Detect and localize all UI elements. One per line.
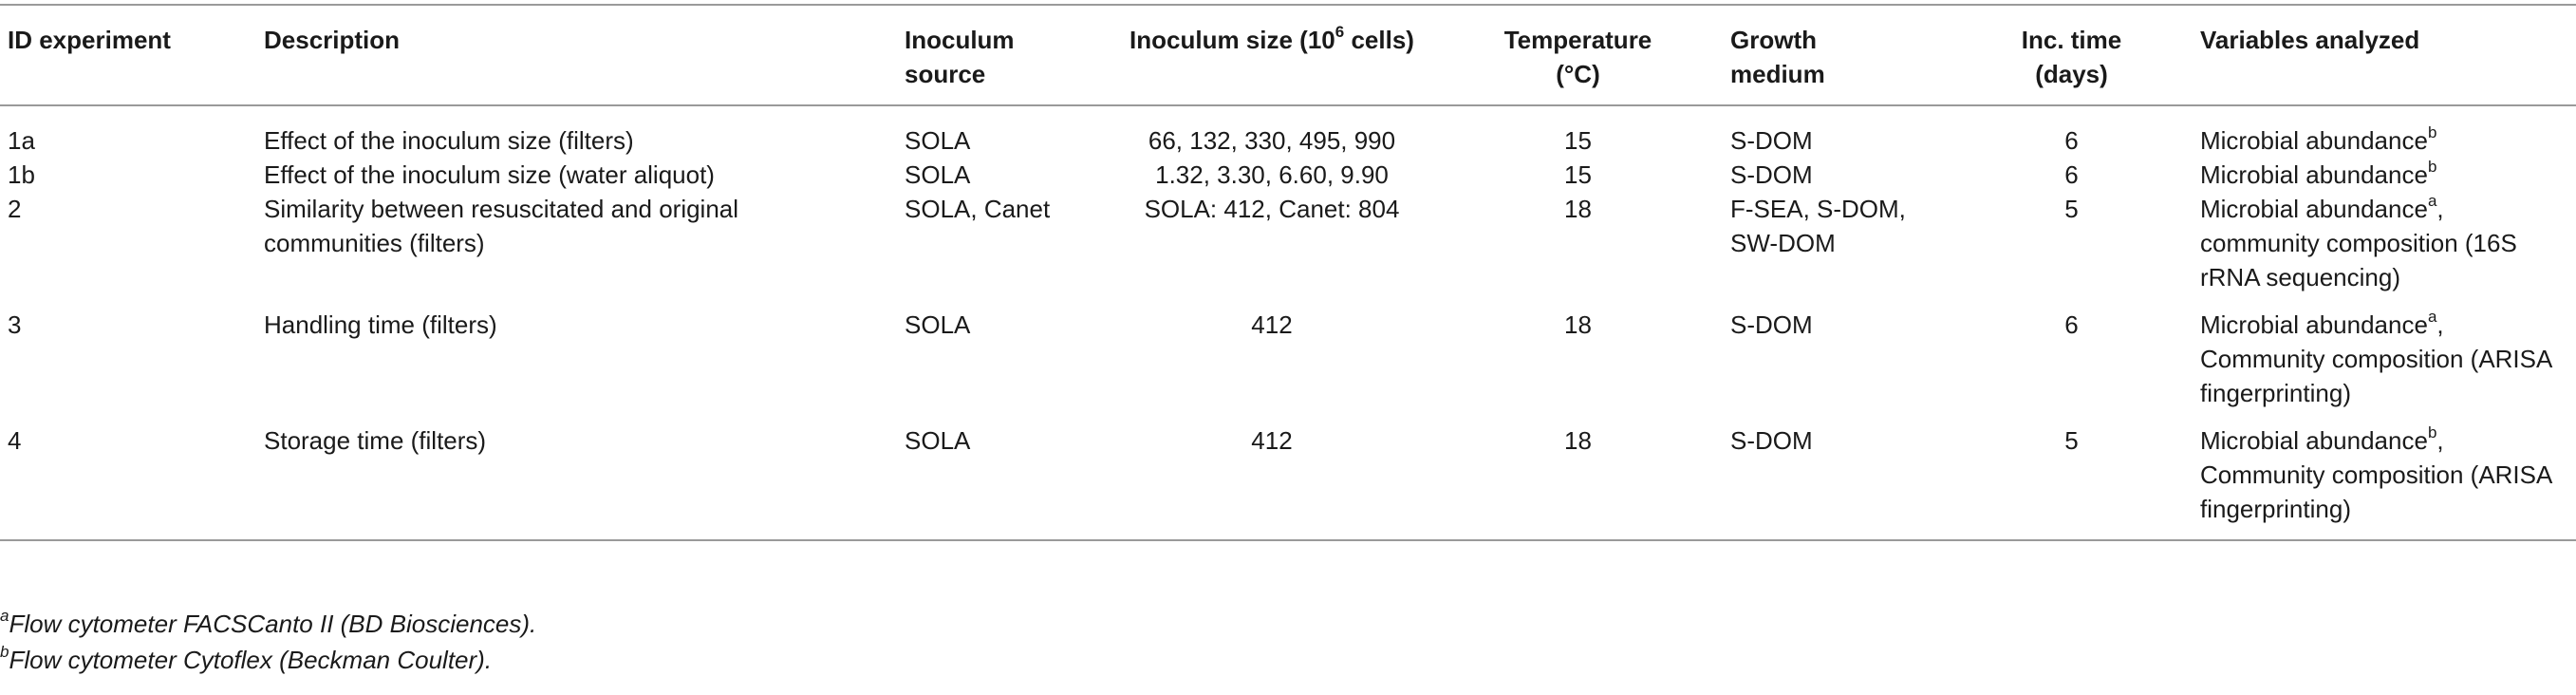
cell-variables: Microbial abundanceb, Community composit… bbox=[2193, 423, 2576, 541]
footnote-ref: b bbox=[2427, 123, 2437, 142]
cell-inc-time: 6 bbox=[2064, 126, 2079, 155]
footnote-ref: a bbox=[2427, 308, 2437, 327]
cell-id: 3 bbox=[8, 310, 22, 339]
footnote-text: Flow cytometer FACSCanto II (BD Bioscien… bbox=[9, 610, 537, 638]
header-inc-time: Inc. time (days) bbox=[1951, 4, 2193, 106]
cell-source: SOLA bbox=[905, 310, 971, 339]
variable-punct: , bbox=[2436, 310, 2444, 339]
cell-growth-medium: S-DOM bbox=[1730, 310, 1813, 339]
variable-text: Microbial abundance bbox=[2200, 426, 2428, 455]
cell-temperature: 15 bbox=[1564, 126, 1592, 155]
cell-inc-time: 6 bbox=[2064, 160, 2079, 189]
variable-punct: , bbox=[2436, 426, 2444, 455]
cell-description: Handling time (filters) bbox=[264, 310, 497, 339]
variable-text: Microbial abundance bbox=[2200, 160, 2428, 189]
cell-id: 1b bbox=[8, 160, 35, 189]
table-row: 1a Effect of the inoculum size (filters) S… bbox=[0, 105, 2576, 158]
header-description: Description bbox=[256, 4, 897, 106]
cell-source: SOLA bbox=[905, 160, 971, 189]
cell-inoculum-size: 412 bbox=[1251, 310, 1293, 339]
cell-description: Similarity between resuscitated and orig… bbox=[264, 195, 739, 257]
cell-source: SOLA, Canet bbox=[905, 195, 1051, 223]
footnote-ref: b bbox=[2427, 423, 2437, 442]
cell-variables: Microbial abundanceb bbox=[2193, 158, 2576, 192]
cell-id: 1a bbox=[8, 126, 35, 155]
header-id: ID experiment bbox=[0, 4, 256, 106]
cell-temperature: 15 bbox=[1564, 160, 1592, 189]
cell-id: 4 bbox=[0, 423, 256, 541]
cell-temperature: 18 bbox=[1433, 423, 1723, 541]
header-variables: Variables analyzed bbox=[2193, 4, 2576, 106]
variable-text: Microbial abundance bbox=[2200, 126, 2428, 155]
cell-variables: Microbial abundanceb bbox=[2193, 105, 2576, 158]
cell-inc-time: 5 bbox=[2064, 195, 2079, 223]
cell-inoculum-size: 412 bbox=[1111, 423, 1433, 541]
footnote-ref: b bbox=[2427, 158, 2437, 177]
cell-inc-time: 6 bbox=[2064, 310, 2079, 339]
footnote-mark: a bbox=[0, 607, 9, 626]
table-header-row: ID experiment Description Inoculum sourc… bbox=[0, 4, 2576, 106]
cell-inc-time: 5 bbox=[1951, 423, 2193, 541]
cell-inoculum-size: SOLA: 412, Canet: 804 bbox=[1144, 195, 1400, 223]
footnote-a: aFlow cytometer FACSCanto II (BD Bioscie… bbox=[0, 607, 537, 639]
cell-temperature: 18 bbox=[1564, 195, 1592, 223]
table-row: 4 Storage time (filters) SOLA 412 18 S-DOM 5 Mi… bbox=[0, 423, 2576, 541]
cell-temperature: 18 bbox=[1564, 310, 1592, 339]
table-row: 2 Similarity between resuscitated and ori… bbox=[0, 192, 2576, 308]
header-source: Inoculum source bbox=[897, 4, 1111, 106]
cell-growth-medium: F-SEA, S-DOM, SW-DOM bbox=[1730, 195, 1906, 257]
cell-inoculum-size: 66, 132, 330, 495, 990 bbox=[1148, 126, 1396, 155]
cell-variables: Microbial abundancea, Community composit… bbox=[2193, 308, 2576, 423]
footnote-text: Flow cytometer Cytoflex (Beckman Coulter… bbox=[9, 646, 493, 674]
variable-text: Microbial abundance bbox=[2200, 310, 2428, 339]
header-temperature: Temperature (°C) bbox=[1433, 4, 1723, 106]
cell-growth-medium: S-DOM bbox=[1730, 160, 1813, 189]
table-row: 1b Effect of the inoculum size (water ali… bbox=[0, 158, 2576, 192]
variable-text: community composition (16S rRNA sequenci… bbox=[2200, 229, 2517, 291]
cell-description: Storage time (filters) bbox=[256, 423, 897, 541]
header-size-sup: 6 bbox=[1335, 23, 1345, 42]
cell-description: Effect of the inoculum size (water aliqu… bbox=[264, 160, 715, 189]
cell-description: Effect of the inoculum size (filters) bbox=[264, 126, 634, 155]
header-size-tail: cells) bbox=[1344, 26, 1414, 54]
footnote-mark: b bbox=[0, 643, 9, 662]
variable-text: Microbial abundance bbox=[2200, 195, 2428, 223]
header-size: Inoculum size (106 cells) bbox=[1111, 4, 1433, 106]
footnote-b: bFlow cytometer Cytoflex (Beckman Coulte… bbox=[0, 643, 493, 675]
variable-text: Community composition (ARISA fingerprint… bbox=[2200, 460, 2551, 523]
cell-source: SOLA bbox=[897, 423, 1111, 541]
cell-source: SOLA bbox=[905, 126, 971, 155]
cell-variables: Microbial abundancea, community composit… bbox=[2193, 192, 2576, 308]
footnote-ref: a bbox=[2427, 192, 2437, 211]
header-medium: Growth medium bbox=[1723, 4, 1951, 106]
experiments-table: ID experiment Description Inoculum sourc… bbox=[0, 4, 2576, 541]
cell-inoculum-size: 1.32, 3.30, 6.60, 9.90 bbox=[1155, 160, 1389, 189]
variable-text: Community composition (ARISA fingerprint… bbox=[2200, 345, 2551, 407]
cell-growth-medium: S-DOM bbox=[1730, 126, 1813, 155]
header-size-text: Inoculum size (10 bbox=[1129, 26, 1335, 54]
table-row: 3 Handling time (filters) SOLA 412 18 S-DOM 6 M… bbox=[0, 308, 2576, 423]
cell-id: 2 bbox=[8, 195, 22, 223]
cell-growth-medium: S-DOM bbox=[1723, 423, 1951, 541]
table-body: 1a Effect of the inoculum size (filters) S… bbox=[0, 105, 2576, 541]
variable-punct: , bbox=[2436, 195, 2444, 223]
